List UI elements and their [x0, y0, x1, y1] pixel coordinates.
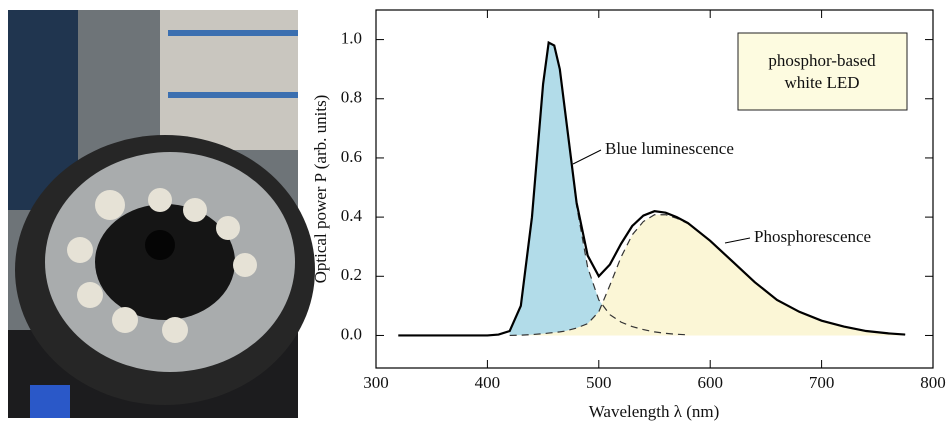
annotation: Blue luminescence	[605, 139, 734, 158]
x-tick-label: 300	[363, 373, 389, 392]
x-tick-label: 500	[586, 373, 612, 392]
legend-box	[738, 33, 907, 110]
y-axis-label: Optical power P (arb. units)	[311, 95, 330, 284]
x-tick-label: 800	[920, 373, 946, 392]
photo-handle-blue	[30, 385, 70, 418]
box-text: white LED	[784, 73, 859, 92]
photo-shelf-bar	[168, 92, 298, 98]
photo-reflector	[95, 204, 235, 320]
y-tick-label: 0.0	[341, 324, 362, 343]
y-tick-label: 0.6	[341, 147, 362, 166]
y-tick-label: 0.8	[341, 88, 362, 107]
x-tick-label: 600	[697, 373, 723, 392]
box-text: phosphor-based	[768, 51, 876, 70]
y-tick-label: 1.0	[341, 28, 362, 47]
photo-center	[145, 230, 175, 260]
annotation-leader	[573, 150, 601, 164]
x-axis-label: Wavelength λ (nm)	[589, 402, 720, 421]
led-photo	[8, 10, 315, 418]
y-tick-label: 0.4	[341, 206, 363, 225]
x-tick-label: 400	[475, 373, 501, 392]
x-tick-label: 700	[809, 373, 835, 392]
photo-shelf-bar	[168, 30, 298, 36]
annotation-leader	[725, 238, 750, 243]
page: Wavelength λ (nm) Optical power P (arb. …	[0, 0, 952, 428]
y-tick-label: 0.2	[341, 265, 362, 284]
annotation: Phosphorescence	[754, 227, 871, 246]
